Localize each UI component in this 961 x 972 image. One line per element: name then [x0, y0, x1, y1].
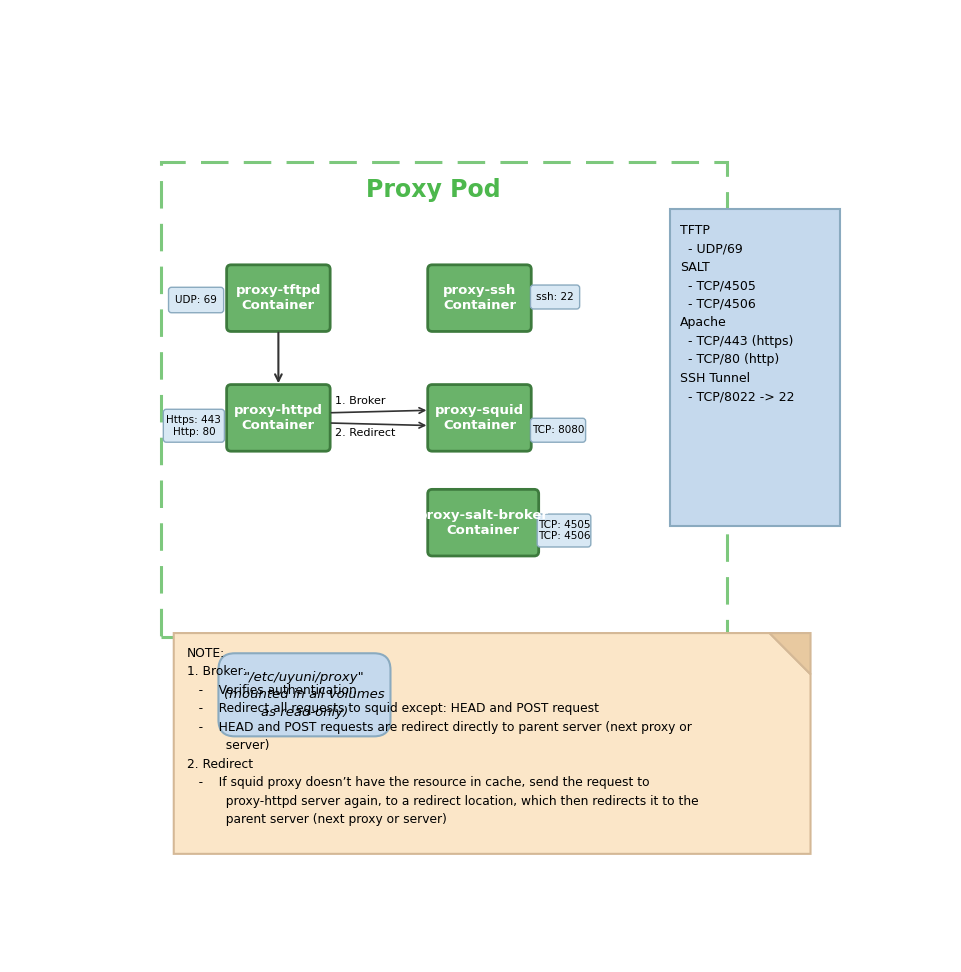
- Text: proxy-ssh
Container: proxy-ssh Container: [443, 284, 516, 312]
- Text: TFTP
  - UDP/69
SALT
  - TCP/4505
  - TCP/4506
Apache
  - TCP/443 (https)
  - TC: TFTP - UDP/69 SALT - TCP/4505 - TCP/4506…: [680, 224, 795, 403]
- Text: TCP: 4505
TCP: 4506: TCP: 4505 TCP: 4506: [538, 520, 590, 541]
- FancyBboxPatch shape: [530, 285, 579, 309]
- Text: 1. Broker: 1. Broker: [334, 396, 385, 405]
- Text: UDP: 69: UDP: 69: [175, 295, 217, 305]
- FancyBboxPatch shape: [530, 418, 585, 442]
- FancyBboxPatch shape: [670, 209, 840, 526]
- Polygon shape: [770, 633, 810, 675]
- Text: proxy-tftpd
Container: proxy-tftpd Container: [235, 284, 321, 312]
- FancyBboxPatch shape: [163, 409, 225, 442]
- Text: TCP: 8080: TCP: 8080: [531, 425, 584, 435]
- FancyBboxPatch shape: [428, 489, 539, 556]
- Text: NOTE:
1. Broker:
   -    Verifies authentication
   -    Redirect all requests t: NOTE: 1. Broker: - Verifies authenticati…: [187, 646, 699, 826]
- Text: "/etc/uyuni/proxy"
(mounted in all volumes
as read-only): "/etc/uyuni/proxy" (mounted in all volum…: [224, 671, 384, 719]
- Text: proxy-squid
Container: proxy-squid Container: [435, 404, 524, 432]
- FancyBboxPatch shape: [537, 514, 591, 547]
- FancyBboxPatch shape: [218, 653, 390, 737]
- Text: proxy-salt-broker
Container: proxy-salt-broker Container: [418, 508, 549, 537]
- FancyBboxPatch shape: [428, 385, 531, 451]
- FancyBboxPatch shape: [168, 288, 224, 313]
- Polygon shape: [174, 633, 810, 853]
- FancyBboxPatch shape: [428, 264, 531, 331]
- Text: Proxy Pod: Proxy Pod: [365, 178, 501, 202]
- FancyBboxPatch shape: [227, 264, 331, 331]
- Text: proxy-httpd
Container: proxy-httpd Container: [234, 404, 323, 432]
- Text: Https: 443
Http: 80: Https: 443 Http: 80: [166, 415, 221, 436]
- Text: ssh: 22: ssh: 22: [536, 292, 574, 302]
- Text: 2. Redirect: 2. Redirect: [334, 428, 395, 438]
- FancyBboxPatch shape: [227, 385, 331, 451]
